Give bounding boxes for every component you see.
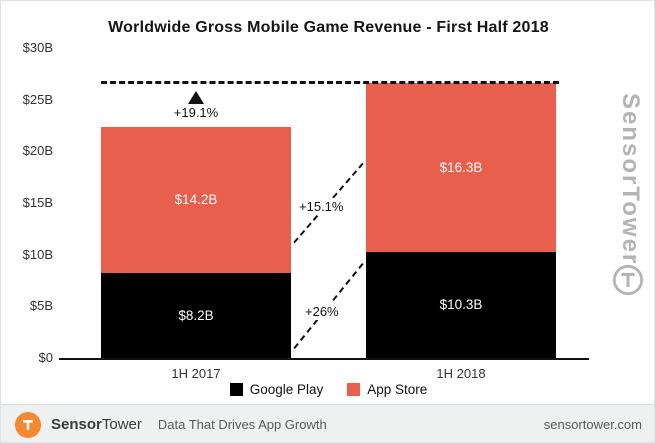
- bar-1h2018-google-play-segment: $10.3B: [366, 251, 556, 358]
- y-axis-tick-label: $10B: [22, 246, 53, 262]
- sensortower-watermark: SensorTower: [617, 93, 644, 266]
- value-label: $10.3B: [439, 297, 483, 313]
- footer-domain: sensortower.com: [543, 417, 642, 432]
- y-axis-tick-label: $20B: [22, 143, 53, 159]
- app-store-swatch-icon: [347, 383, 361, 396]
- x-axis-line: [59, 358, 589, 360]
- value-label: $16.3B: [439, 159, 483, 175]
- y-axis-tick-label: $25B: [22, 91, 53, 107]
- footer-brand-sensor: Sensor: [51, 416, 102, 433]
- x-axis-category-1h2018: 1H 2018: [436, 366, 486, 381]
- sensortower-footer-logo-icon: [15, 411, 41, 438]
- bar-1h2017-app-store-segment: $14.2B: [101, 126, 291, 274]
- footer-tagline: Data That Drives App Growth: [157, 417, 327, 432]
- app-store-growth-annotation: +15.1%: [295, 198, 348, 215]
- google-play-growth-annotation: +26%: [301, 303, 343, 320]
- legend: Google Play App Store: [1, 382, 654, 397]
- y-axis-tick-label: $0: [38, 350, 53, 365]
- value-label: $14.2B: [174, 192, 218, 208]
- bar-1h2017-google-play-segment: $8.2B: [101, 273, 291, 358]
- total-growth-dashed-line: [101, 81, 559, 84]
- y-axis-tick-label: $15B: [22, 195, 53, 210]
- up-arrow-icon: [188, 91, 204, 104]
- footer-brand-tower: Tower: [101, 416, 142, 433]
- x-axis-category-1h2017: 1H 2017: [171, 366, 221, 381]
- legend-label: App Store: [367, 382, 428, 397]
- legend-label: Google Play: [249, 382, 324, 397]
- sensortower-logo-icon: [612, 264, 644, 296]
- google-play-swatch-icon: [229, 383, 243, 396]
- footer-brand: SensorTower: [51, 416, 142, 433]
- footer-bar: SensorTower Data That Drives App Growth …: [1, 404, 654, 442]
- y-axis-tick-label: $5B: [29, 298, 53, 314]
- bar-1h2018-app-store-segment: $16.3B: [366, 83, 556, 252]
- chart-title: Worldwide Gross Mobile Game Revenue - Fi…: [108, 19, 549, 36]
- y-axis-tick-label: $30B: [22, 40, 53, 55]
- legend-item-google-play: Google Play: [229, 382, 324, 397]
- legend-item-app-store: App Store: [347, 382, 427, 397]
- value-label: $8.2B: [178, 308, 214, 324]
- total-growth-annotation: +19.1%: [173, 105, 219, 120]
